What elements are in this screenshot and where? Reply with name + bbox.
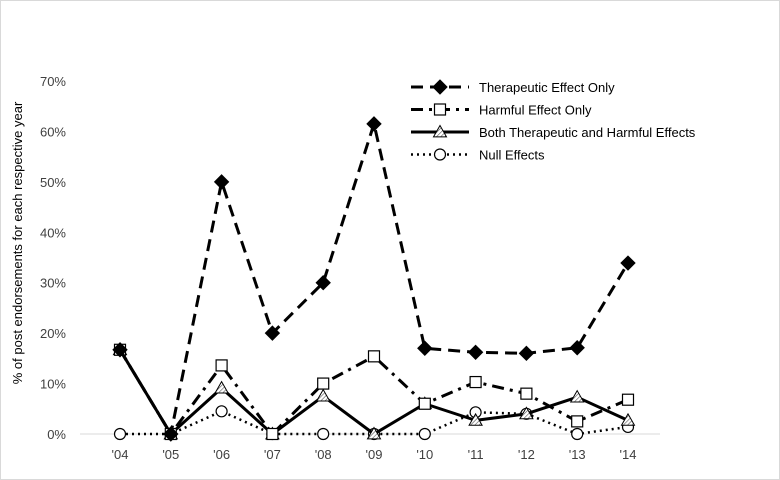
data-point-therapeutic-effect-only bbox=[213, 174, 230, 190]
data-point-harmful-effect-only bbox=[469, 375, 482, 389]
axis-layer: 0% 10% 20% 30% 40% 50% 60% 70% '04 '05 '06 '07 '08 '0… bbox=[40, 74, 660, 462]
legend: Therapeutic Effect Only Harmful Effect On… bbox=[411, 79, 696, 163]
data-point-both-therapeutic-and-harmful-effects bbox=[519, 406, 534, 420]
x-tick-label: '05 bbox=[162, 447, 179, 462]
legend-marker bbox=[433, 148, 447, 161]
x-tick-label: '07 bbox=[264, 447, 281, 462]
data-point-therapeutic-effect-only bbox=[467, 344, 484, 361]
x-tick-label: '09 bbox=[366, 447, 383, 462]
data-point-harmful-effect-only bbox=[367, 350, 381, 363]
legend-label: Harmful Effect Only bbox=[479, 103, 592, 118]
x-tick-label: '06 bbox=[213, 447, 230, 462]
legend-marker bbox=[433, 103, 447, 116]
data-point-both-therapeutic-and-harmful-effects bbox=[214, 380, 229, 394]
y-tick-label: 40% bbox=[40, 225, 66, 240]
legend-item-both-therapeutic-and-harmful-effects: Both Therapeutic and Harmful Effects bbox=[411, 124, 696, 140]
data-point-harmful-effect-only bbox=[520, 387, 533, 400]
data-point-harmful-effect-only bbox=[215, 359, 228, 372]
data-point-therapeutic-effect-only bbox=[518, 345, 535, 362]
data-point-therapeutic-effect-only bbox=[569, 340, 585, 356]
data-point-null-effects bbox=[113, 427, 127, 441]
legend-item-null-effects: Null Effects bbox=[411, 148, 545, 163]
series-line-null-effects bbox=[120, 410, 629, 436]
y-tick-label: 70% bbox=[40, 74, 66, 89]
data-point-therapeutic-effect-only bbox=[366, 116, 382, 132]
y-tick-label: 0% bbox=[47, 427, 66, 442]
series-layer bbox=[112, 116, 636, 442]
data-point-therapeutic-effect-only bbox=[264, 325, 281, 341]
legend-marker bbox=[432, 124, 448, 138]
x-tick-label: '08 bbox=[315, 447, 332, 462]
data-point-harmful-effect-only bbox=[621, 393, 635, 406]
data-point-harmful-effect-only bbox=[418, 397, 431, 410]
y-tick-label: 20% bbox=[40, 326, 66, 341]
x-tick-label: '12 bbox=[518, 447, 535, 462]
data-point-harmful-effect-only bbox=[317, 377, 330, 390]
data-point-therapeutic-effect-only bbox=[163, 426, 179, 442]
data-point-both-therapeutic-and-harmful-effects bbox=[468, 412, 483, 426]
data-point-both-therapeutic-and-harmful-effects bbox=[366, 426, 382, 440]
x-tick-label: '11 bbox=[468, 447, 484, 462]
data-point-both-therapeutic-and-harmful-effects bbox=[315, 388, 331, 402]
series-line-therapeutic-effect-only bbox=[118, 122, 630, 436]
x-tick-label: '13 bbox=[569, 447, 586, 462]
data-point-null-effects bbox=[317, 427, 330, 441]
x-tick-label: '14 bbox=[620, 447, 637, 462]
legend-label: Therapeutic Effect Only bbox=[479, 80, 615, 95]
data-point-therapeutic-effect-only bbox=[620, 255, 636, 271]
legend-item-harmful-effect-only: Harmful Effect Only bbox=[411, 103, 592, 118]
legend-label: Both Therapeutic and Harmful Effects bbox=[479, 125, 696, 140]
data-point-both-therapeutic-and-harmful-effects bbox=[569, 389, 585, 403]
x-tick-label: '10 bbox=[416, 447, 433, 462]
data-point-both-therapeutic-and-harmful-effects bbox=[620, 412, 636, 426]
y-axis-title: % of post endorsements for each respecti… bbox=[10, 101, 25, 384]
y-tick-label: 50% bbox=[40, 175, 66, 190]
data-point-null-effects bbox=[215, 405, 228, 418]
data-point-therapeutic-effect-only bbox=[112, 342, 128, 358]
data-point-therapeutic-effect-only bbox=[315, 275, 331, 291]
legend-label: Null Effects bbox=[479, 148, 545, 163]
series-therapeutic-effect-only bbox=[112, 116, 636, 442]
legend-marker bbox=[432, 79, 448, 95]
y-tick-label: 60% bbox=[40, 124, 66, 139]
y-tick-label: 10% bbox=[40, 377, 66, 392]
legend-item-therapeutic-effect-only: Therapeutic Effect Only bbox=[411, 79, 615, 95]
data-point-null-effects bbox=[571, 427, 584, 441]
data-point-harmful-effect-only bbox=[571, 415, 584, 428]
data-point-therapeutic-effect-only bbox=[417, 340, 433, 356]
x-tick-label: '04 bbox=[112, 447, 129, 462]
data-point-null-effects bbox=[418, 427, 431, 441]
data-point-harmful-effect-only bbox=[266, 427, 279, 441]
y-tick-label: 30% bbox=[40, 276, 66, 291]
